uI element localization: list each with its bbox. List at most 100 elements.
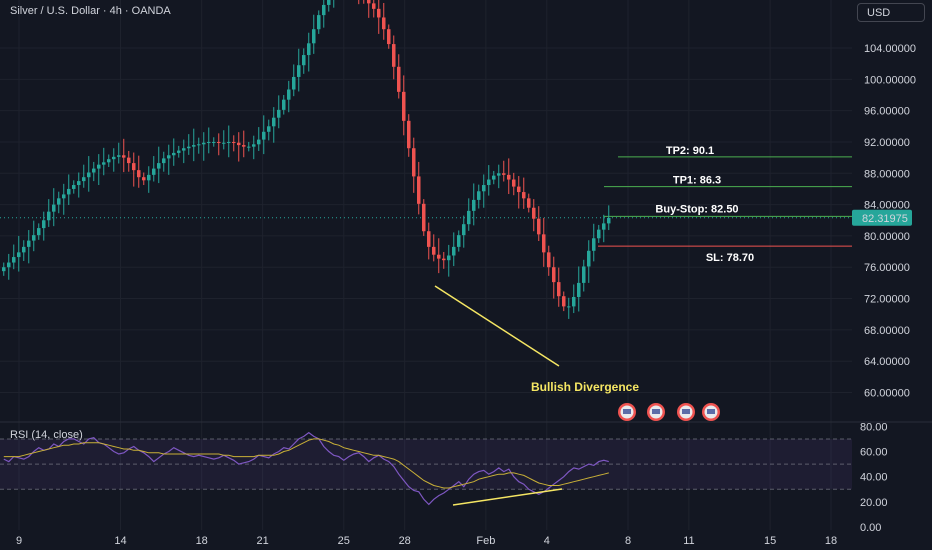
candle [567,297,571,319]
candle [82,164,86,188]
candle-body [27,240,31,247]
axes[interactable]: 104.00000 100.00000 96.00000 92.00000 88.000… [16,43,916,547]
candle [542,217,546,267]
candle [72,180,76,194]
candle-body [437,254,441,259]
event-flag-stripe [652,409,660,414]
candle [152,156,156,182]
candle-body [207,141,211,143]
rsi-lines[interactable] [3,431,609,506]
candle-body [507,174,511,180]
candle-body [22,246,26,253]
candle-body [287,89,291,100]
candle-body [302,55,306,66]
candle [437,238,441,274]
price-divergence-line [434,285,560,367]
price-tick: 80.00000 [864,231,910,243]
candle [442,251,446,269]
candle [292,64,296,97]
candle [132,152,136,187]
candle [112,148,116,172]
candle-body [112,156,116,160]
candle [327,0,331,12]
candle [22,240,26,261]
candle [77,172,81,198]
candle-body [157,163,161,169]
price-candles[interactable] [2,0,611,319]
event-flag-icon [618,403,636,421]
candle-body [212,141,216,143]
candle [592,223,596,262]
candle-body [427,231,431,247]
currency-button[interactable]: USD [857,3,925,22]
candle [162,151,166,172]
candle [102,147,106,176]
grid [0,0,932,530]
candle [367,0,371,18]
candle [407,114,411,157]
candle-body [502,173,506,175]
candle-body [252,144,256,147]
candle-body [127,157,131,164]
candle [502,160,506,182]
candle [597,224,601,243]
candle [27,230,31,264]
candle [37,223,41,240]
price-tick: 84.00000 [864,200,910,212]
candle [12,244,16,270]
price-tick: 92.00000 [864,137,910,149]
candle-body [192,145,196,147]
candle [2,262,6,276]
candle-body [102,162,106,165]
candle-body [602,223,606,230]
candle [532,199,536,232]
candle-body [572,296,576,307]
rsi-tick: 0.00 [860,522,881,534]
candle-body [172,152,176,156]
candle-body [402,91,406,121]
candle-body [472,199,476,211]
event-flag-stripe [682,409,690,414]
candle [57,191,61,214]
rsi-ma-line [3,438,609,489]
level-label-1: TP1: 86.3 [673,175,721,187]
time-tick: 21 [256,535,268,547]
candle-body [522,192,526,199]
candle [137,155,141,188]
annotations[interactable] [434,285,720,506]
candle [517,176,521,209]
candle-body [517,186,521,193]
candle [302,48,306,74]
candle-body [132,163,136,171]
candle-body [177,150,181,153]
candle-body [162,158,166,164]
candle [252,135,256,160]
candle [412,137,416,193]
candle [262,115,266,155]
candle-body [407,120,411,149]
level-label-0: TP2: 90.1 [666,145,714,157]
candle-body [487,179,491,186]
candle [212,137,216,147]
candle-body [107,159,111,163]
candle [92,161,96,182]
candle-body [197,144,201,146]
candle [607,205,611,231]
candle-body [272,117,276,127]
candle-body [217,141,221,143]
candle-body [462,224,466,236]
candle [572,284,576,314]
candle-body [72,185,76,189]
bullish-divergence-label: Bullish Divergence [531,380,639,394]
candle-body [167,155,171,159]
candle-body [467,210,471,225]
time-tick: 4 [544,535,550,547]
rsi-panel [0,438,852,490]
last-price-tag [852,209,912,226]
trade-levels[interactable]: TP2: 90.1 TP1: 86.3 Buy-Stop: 82.50 SL: 78.… [0,145,852,264]
candle [402,75,406,136]
candle-body [32,235,36,241]
time-tick: 15 [764,535,776,547]
